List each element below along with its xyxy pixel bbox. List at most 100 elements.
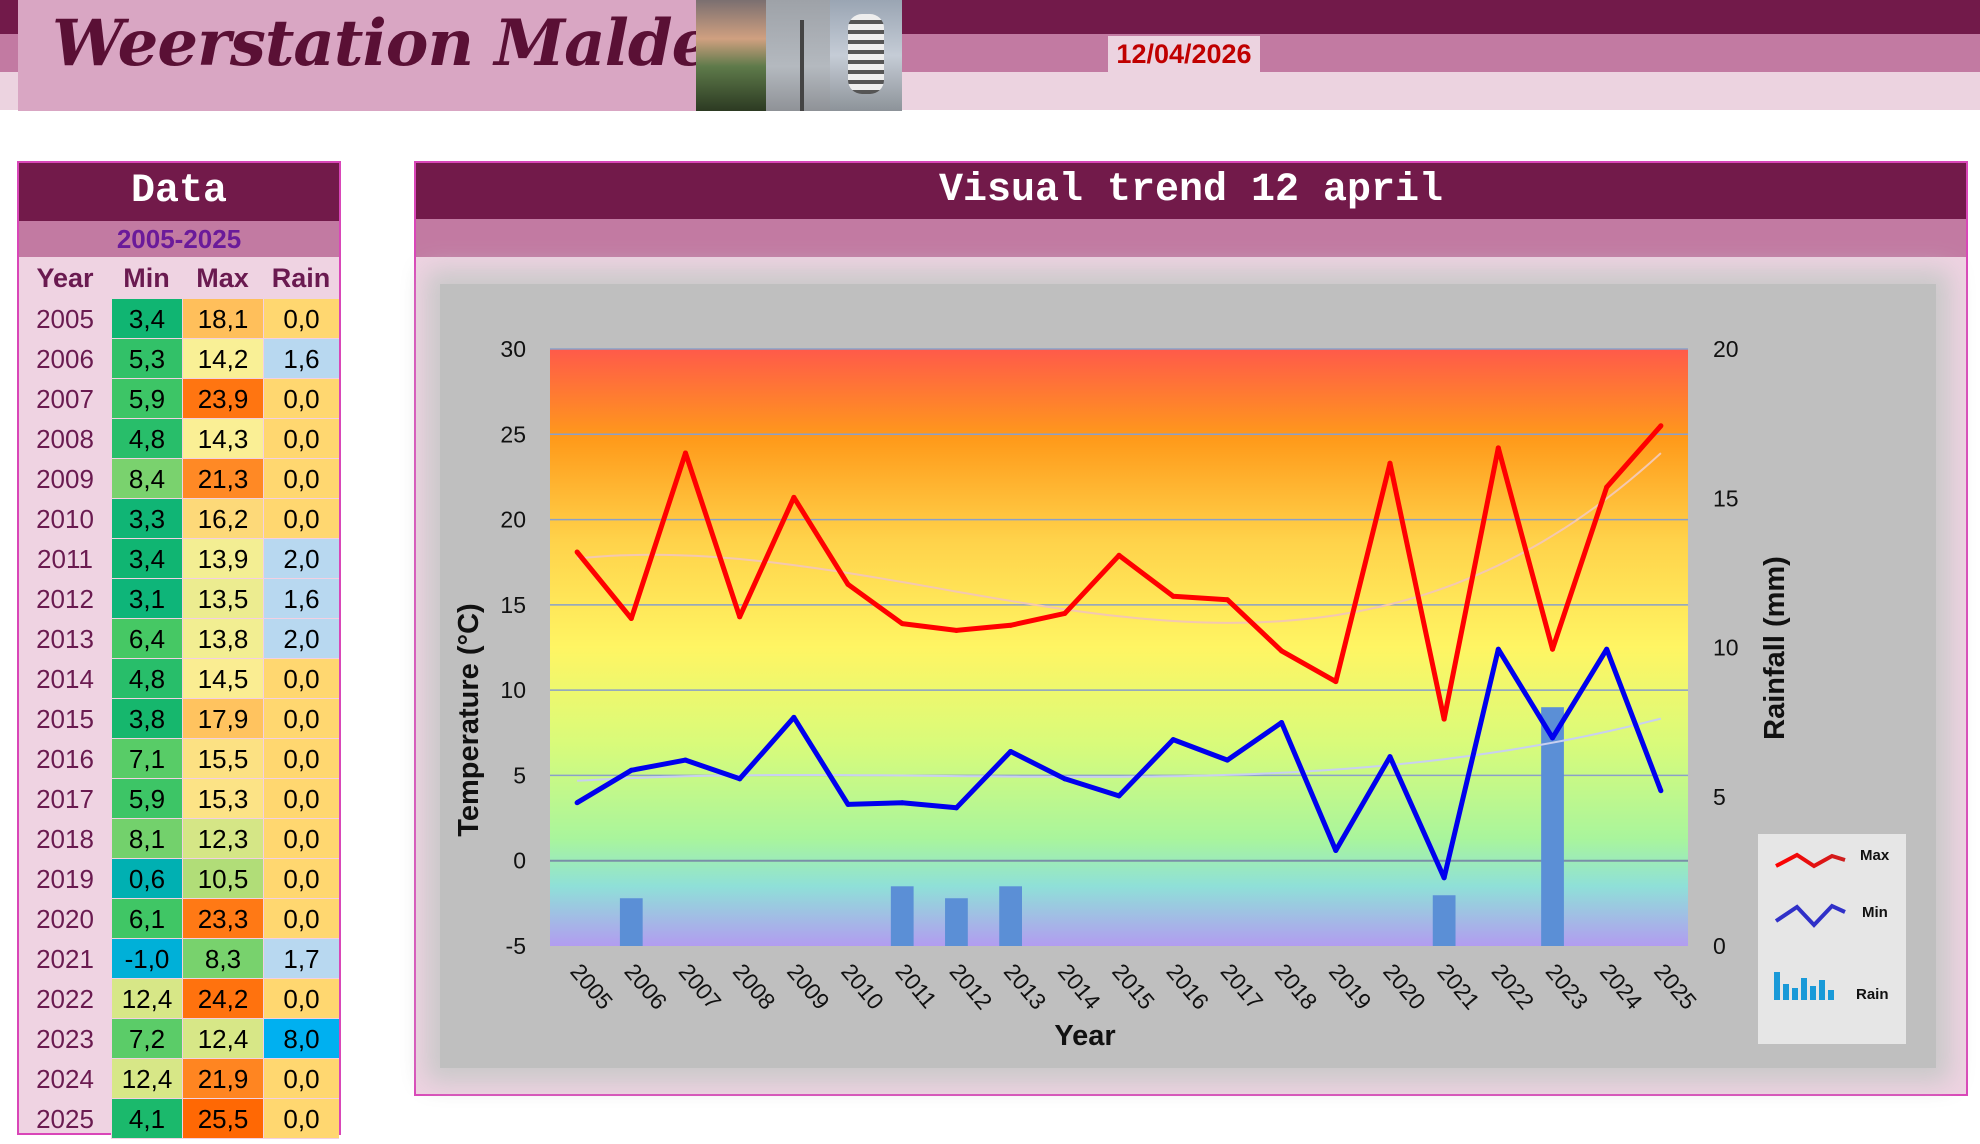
cell-min: 5,9 [111, 779, 182, 819]
rain-bar [1432, 895, 1456, 946]
y2-tick-label: 0 [1713, 933, 1726, 959]
x-axis-title: Year [1054, 1020, 1115, 1052]
cell-year: 2009 [36, 464, 94, 494]
cell-year: 2011 [37, 544, 93, 574]
station-photo-mast [766, 0, 830, 111]
cell-max: 15,5 [182, 739, 263, 779]
max-point [1495, 445, 1501, 451]
cell-year: 2013 [36, 624, 94, 654]
data-table-title: Data [19, 163, 339, 221]
table-row: 2025 4,1 25,5 0,0 [19, 1099, 339, 1139]
max-point [1387, 460, 1393, 466]
col-header-min: Min [123, 263, 170, 293]
cell-year: 2008 [36, 424, 94, 454]
cell-min: 4,8 [111, 419, 182, 459]
table-row: 2011 3,4 13,9 2,0 [19, 539, 339, 579]
cell-rain: 1,6 [263, 339, 339, 379]
cell-min: 3,4 [111, 539, 182, 579]
max-point [574, 549, 580, 555]
legend-rain-icon [1774, 972, 1834, 1000]
cell-rain: 0,0 [263, 859, 339, 899]
cell-max: 14,2 [182, 339, 263, 379]
cell-rain: 0,0 [263, 459, 339, 499]
cell-max: 13,9 [182, 539, 263, 579]
table-row: 2021 -1,0 8,3 1,7 [19, 939, 339, 979]
cell-year: 2024 [36, 1064, 94, 1094]
min-point [628, 767, 634, 773]
y2-axis-title: Rainfall (mm) [1759, 556, 1791, 740]
x-tick-label: 2025 [1649, 959, 1702, 1015]
max-point [1062, 610, 1068, 616]
col-header-year: Year [36, 263, 94, 293]
data-table-panel: Data 2005-2025 Year Min Max Rain 2005 3,4… [17, 161, 341, 1139]
cell-rain: 0,0 [263, 659, 339, 699]
cell-max: 17,9 [182, 699, 263, 739]
table-row: 2008 4,8 14,3 0,0 [19, 419, 339, 459]
cell-min: -1,0 [111, 939, 182, 979]
cell-min: 7,1 [111, 739, 182, 779]
legend-min-icon [1774, 903, 1846, 928]
min-point [1224, 757, 1230, 763]
table-row: 2022 12,4 24,2 0,0 [19, 979, 339, 1019]
cell-max: 12,3 [182, 819, 263, 859]
x-tick-label: 2024 [1595, 959, 1648, 1015]
cell-year: 2006 [36, 344, 94, 374]
y-axis-title: Temperature (°C) [453, 603, 485, 836]
x-tick-label: 2010 [836, 959, 889, 1015]
x-tick-label: 2017 [1216, 959, 1269, 1015]
cell-min: 5,9 [111, 379, 182, 419]
x-tick-label: 2006 [619, 959, 672, 1015]
y2-tick-label: 20 [1713, 336, 1739, 362]
max-point [1658, 423, 1664, 429]
min-point [574, 800, 580, 806]
y2-tick-label: 10 [1713, 635, 1739, 661]
min-point [1387, 754, 1393, 760]
cell-year: 2018 [36, 824, 94, 854]
max-point [628, 616, 634, 622]
cell-min: 8,4 [111, 459, 182, 499]
cell-min: 6,1 [111, 899, 182, 939]
y-tick-label: 10 [500, 677, 526, 703]
x-tick-label: 2020 [1378, 959, 1431, 1015]
min-point [1116, 793, 1122, 799]
temperature-lines [574, 423, 1664, 881]
legend-max-label: Max [1860, 847, 1890, 864]
max-point [791, 494, 797, 500]
cell-rain: 0,0 [263, 979, 339, 1019]
cell-year: 2014 [36, 664, 94, 694]
cell-max: 21,9 [182, 1059, 263, 1099]
cell-max: 14,3 [182, 419, 263, 459]
cell-rain: 1,7 [263, 939, 339, 979]
x-tick-label: 2012 [945, 959, 998, 1015]
min-point [1062, 776, 1068, 782]
radiation-shield [848, 14, 884, 94]
cell-max: 13,8 [182, 619, 263, 659]
min-point [1604, 646, 1610, 652]
table-row: 2016 7,1 15,5 0,0 [19, 739, 339, 779]
table-row: 2018 8,1 12,3 0,0 [19, 819, 339, 859]
min-point [1279, 720, 1285, 726]
trendlines [577, 452, 1662, 782]
x-tick-label: 2009 [782, 959, 835, 1015]
min-point [1658, 788, 1664, 794]
x-tick-label: 2013 [999, 959, 1052, 1015]
cell-year: 2025 [36, 1104, 94, 1134]
cell-rain: 0,0 [263, 299, 339, 339]
table-row: 2012 3,1 13,5 1,6 [19, 579, 339, 619]
y-tick-label: -5 [506, 933, 526, 959]
cell-rain: 2,0 [263, 539, 339, 579]
cell-rain: 0,0 [263, 699, 339, 739]
min-point [682, 757, 688, 763]
cell-year: 2022 [36, 984, 94, 1014]
max-point [1441, 716, 1447, 722]
min-point [791, 714, 797, 720]
data-table-rows: 2005 3,4 18,1 0,0 2006 5,3 14,2 1,6 2007 5,9 23,9 0… [19, 299, 339, 1139]
cell-year: 2012 [36, 584, 94, 614]
cell-year: 2015 [36, 704, 94, 734]
max-point [1550, 646, 1556, 652]
table-row: 2009 8,4 21,3 0,0 [19, 459, 339, 499]
cell-min: 3,3 [111, 499, 182, 539]
min-point [1170, 737, 1176, 743]
cell-rain: 0,0 [263, 1059, 339, 1099]
cell-max: 16,2 [182, 499, 263, 539]
